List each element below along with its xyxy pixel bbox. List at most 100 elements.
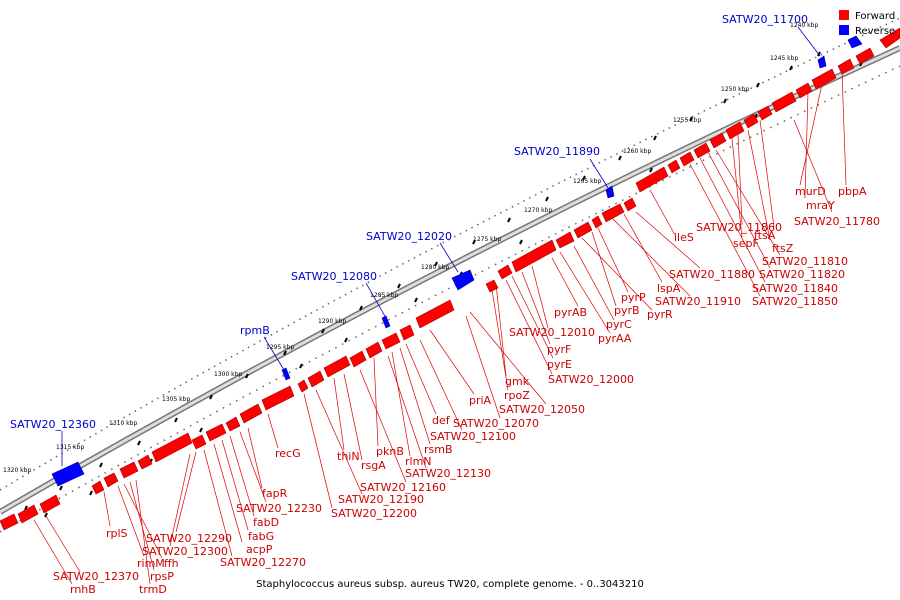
gene-label-reverse[interactable]: SATW20_11700	[722, 13, 808, 26]
gene-label-forward[interactable]: pyrC	[606, 318, 632, 331]
gene-label-forward[interactable]: trmD	[139, 583, 167, 596]
gene-label-forward[interactable]: SATW20_12230	[236, 502, 322, 515]
forward-gene[interactable]	[573, 221, 593, 239]
gene-label-forward[interactable]: SATW20_11850	[752, 295, 838, 308]
forward-gene[interactable]	[743, 113, 759, 129]
forward-gene[interactable]	[91, 480, 105, 495]
gene-label-forward[interactable]: pyrF	[547, 343, 571, 356]
forward-gene[interactable]	[679, 151, 695, 167]
gene-label-forward[interactable]: fabG	[248, 530, 274, 543]
gene-label-forward[interactable]: rplS	[106, 527, 128, 540]
forward-gene[interactable]	[39, 494, 61, 514]
gene-label-forward[interactable]: rimM	[137, 557, 165, 570]
forward-gene[interactable]	[415, 299, 455, 329]
gene-label-forward[interactable]: SATW20_12300	[142, 545, 228, 558]
gene-label-forward[interactable]: SATW20_11880	[669, 268, 755, 281]
gene-label-forward[interactable]: acpP	[246, 543, 273, 556]
forward-gene[interactable]	[365, 341, 383, 359]
forward-gene[interactable]	[137, 454, 153, 470]
forward-gene[interactable]	[635, 166, 669, 193]
gene-label-forward[interactable]: mraY	[806, 199, 835, 212]
gene-label-forward[interactable]: SATW20_12010	[509, 326, 595, 339]
forward-gene[interactable]	[225, 416, 241, 432]
gene-label-forward[interactable]: pyrAB	[554, 306, 587, 319]
forward-gene[interactable]	[855, 47, 875, 65]
reverse-gene[interactable]	[451, 269, 475, 291]
gene-label-forward[interactable]: SATW20_12000	[548, 373, 634, 386]
gene-label-forward[interactable]: SATW20_11910	[655, 295, 741, 308]
gene-label-forward[interactable]: SATW20_12050	[499, 403, 585, 416]
forward-gene[interactable]	[205, 423, 227, 442]
gene-label-forward[interactable]: thiN	[337, 450, 360, 463]
gene-label-forward[interactable]: ftsA	[754, 229, 776, 242]
gene-label-forward[interactable]: SATW20_12100	[430, 430, 516, 443]
reverse-gene[interactable]	[281, 367, 291, 381]
forward-gene[interactable]	[191, 434, 207, 450]
forward-gene[interactable]	[811, 68, 837, 90]
reverse-gene[interactable]	[817, 55, 827, 69]
forward-gene[interactable]	[239, 403, 263, 424]
gene-label-forward[interactable]: fabD	[253, 516, 279, 529]
forward-gene[interactable]	[601, 203, 625, 223]
forward-gene[interactable]	[837, 58, 855, 75]
gene-label-forward[interactable]: gmk	[505, 375, 530, 388]
gene-label-forward[interactable]: SATW20_12270	[220, 556, 306, 569]
gene-label-forward[interactable]: ftsZ	[772, 242, 794, 255]
gene-label-forward[interactable]: pbpA	[838, 185, 867, 198]
gene-label-reverse[interactable]: SATW20_12020	[366, 230, 452, 243]
forward-gene[interactable]	[795, 82, 813, 99]
gene-label-forward[interactable]: pknB	[376, 445, 404, 458]
forward-gene[interactable]	[771, 91, 797, 113]
forward-gene[interactable]	[17, 504, 39, 524]
gene-label-forward[interactable]: SATW20_12370	[53, 570, 139, 583]
gene-label-forward[interactable]: SATW20_11810	[762, 255, 848, 268]
forward-gene[interactable]	[725, 121, 745, 140]
forward-gene[interactable]	[307, 370, 325, 388]
forward-gene[interactable]	[497, 264, 513, 280]
gene-label-forward[interactable]: def	[432, 414, 451, 427]
forward-gene[interactable]	[151, 432, 193, 463]
gene-label-forward[interactable]: SATW20_12070	[453, 417, 539, 430]
gene-label-forward[interactable]: pyrB	[614, 304, 640, 317]
forward-gene[interactable]	[485, 279, 499, 293]
gene-label-forward[interactable]: pyrP	[621, 291, 646, 304]
gene-label-forward[interactable]: rlmN	[405, 455, 432, 468]
forward-gene[interactable]	[693, 142, 711, 159]
gene-label-forward[interactable]: murD	[795, 185, 826, 198]
reverse-gene[interactable]	[847, 35, 863, 49]
forward-gene[interactable]	[261, 385, 295, 411]
forward-gene[interactable]	[623, 197, 637, 212]
forward-gene[interactable]	[323, 355, 351, 378]
forward-gene[interactable]	[757, 105, 773, 121]
gene-label-forward[interactable]: ffh	[164, 557, 179, 570]
reverse-gene[interactable]	[605, 185, 615, 199]
gene-label-forward[interactable]: pyrR	[647, 308, 673, 321]
gene-label-reverse[interactable]: SATW20_12080	[291, 270, 377, 283]
gene-label-forward[interactable]: SATW20_11860	[696, 221, 782, 234]
forward-gene[interactable]	[399, 324, 415, 341]
forward-gene[interactable]	[349, 350, 367, 368]
forward-gene[interactable]	[119, 461, 139, 479]
gene-label-forward[interactable]: SATW20_12190	[338, 493, 424, 506]
forward-gene[interactable]	[667, 159, 681, 174]
gene-label-forward[interactable]: SATW20_11820	[759, 268, 845, 281]
forward-gene[interactable]	[381, 332, 401, 350]
reverse-gene[interactable]	[51, 461, 85, 487]
forward-gene[interactable]	[297, 379, 309, 393]
gene-label-forward[interactable]: SATW20_12160	[360, 481, 446, 494]
gene-label-reverse[interactable]: SATW20_11890	[514, 145, 600, 158]
gene-label-forward[interactable]: SATW20_12130	[405, 467, 491, 480]
gene-label-forward[interactable]: rnhB	[70, 583, 96, 596]
gene-label-forward[interactable]: recG	[275, 447, 301, 460]
gene-label-forward[interactable]: SATW20_12290	[146, 532, 232, 545]
forward-gene[interactable]	[511, 239, 557, 273]
gene-label-forward[interactable]: SATW20_11840	[752, 282, 838, 295]
forward-gene[interactable]	[555, 231, 575, 249]
forward-gene[interactable]	[591, 215, 603, 229]
gene-label-forward[interactable]: rpoZ	[504, 389, 530, 402]
gene-label-forward[interactable]: pyrAA	[598, 332, 632, 345]
forward-gene[interactable]	[103, 472, 119, 488]
gene-label-forward[interactable]: pyrE	[547, 358, 572, 371]
forward-gene[interactable]	[709, 132, 727, 149]
gene-label-reverse[interactable]: SATW20_12360	[10, 418, 96, 431]
